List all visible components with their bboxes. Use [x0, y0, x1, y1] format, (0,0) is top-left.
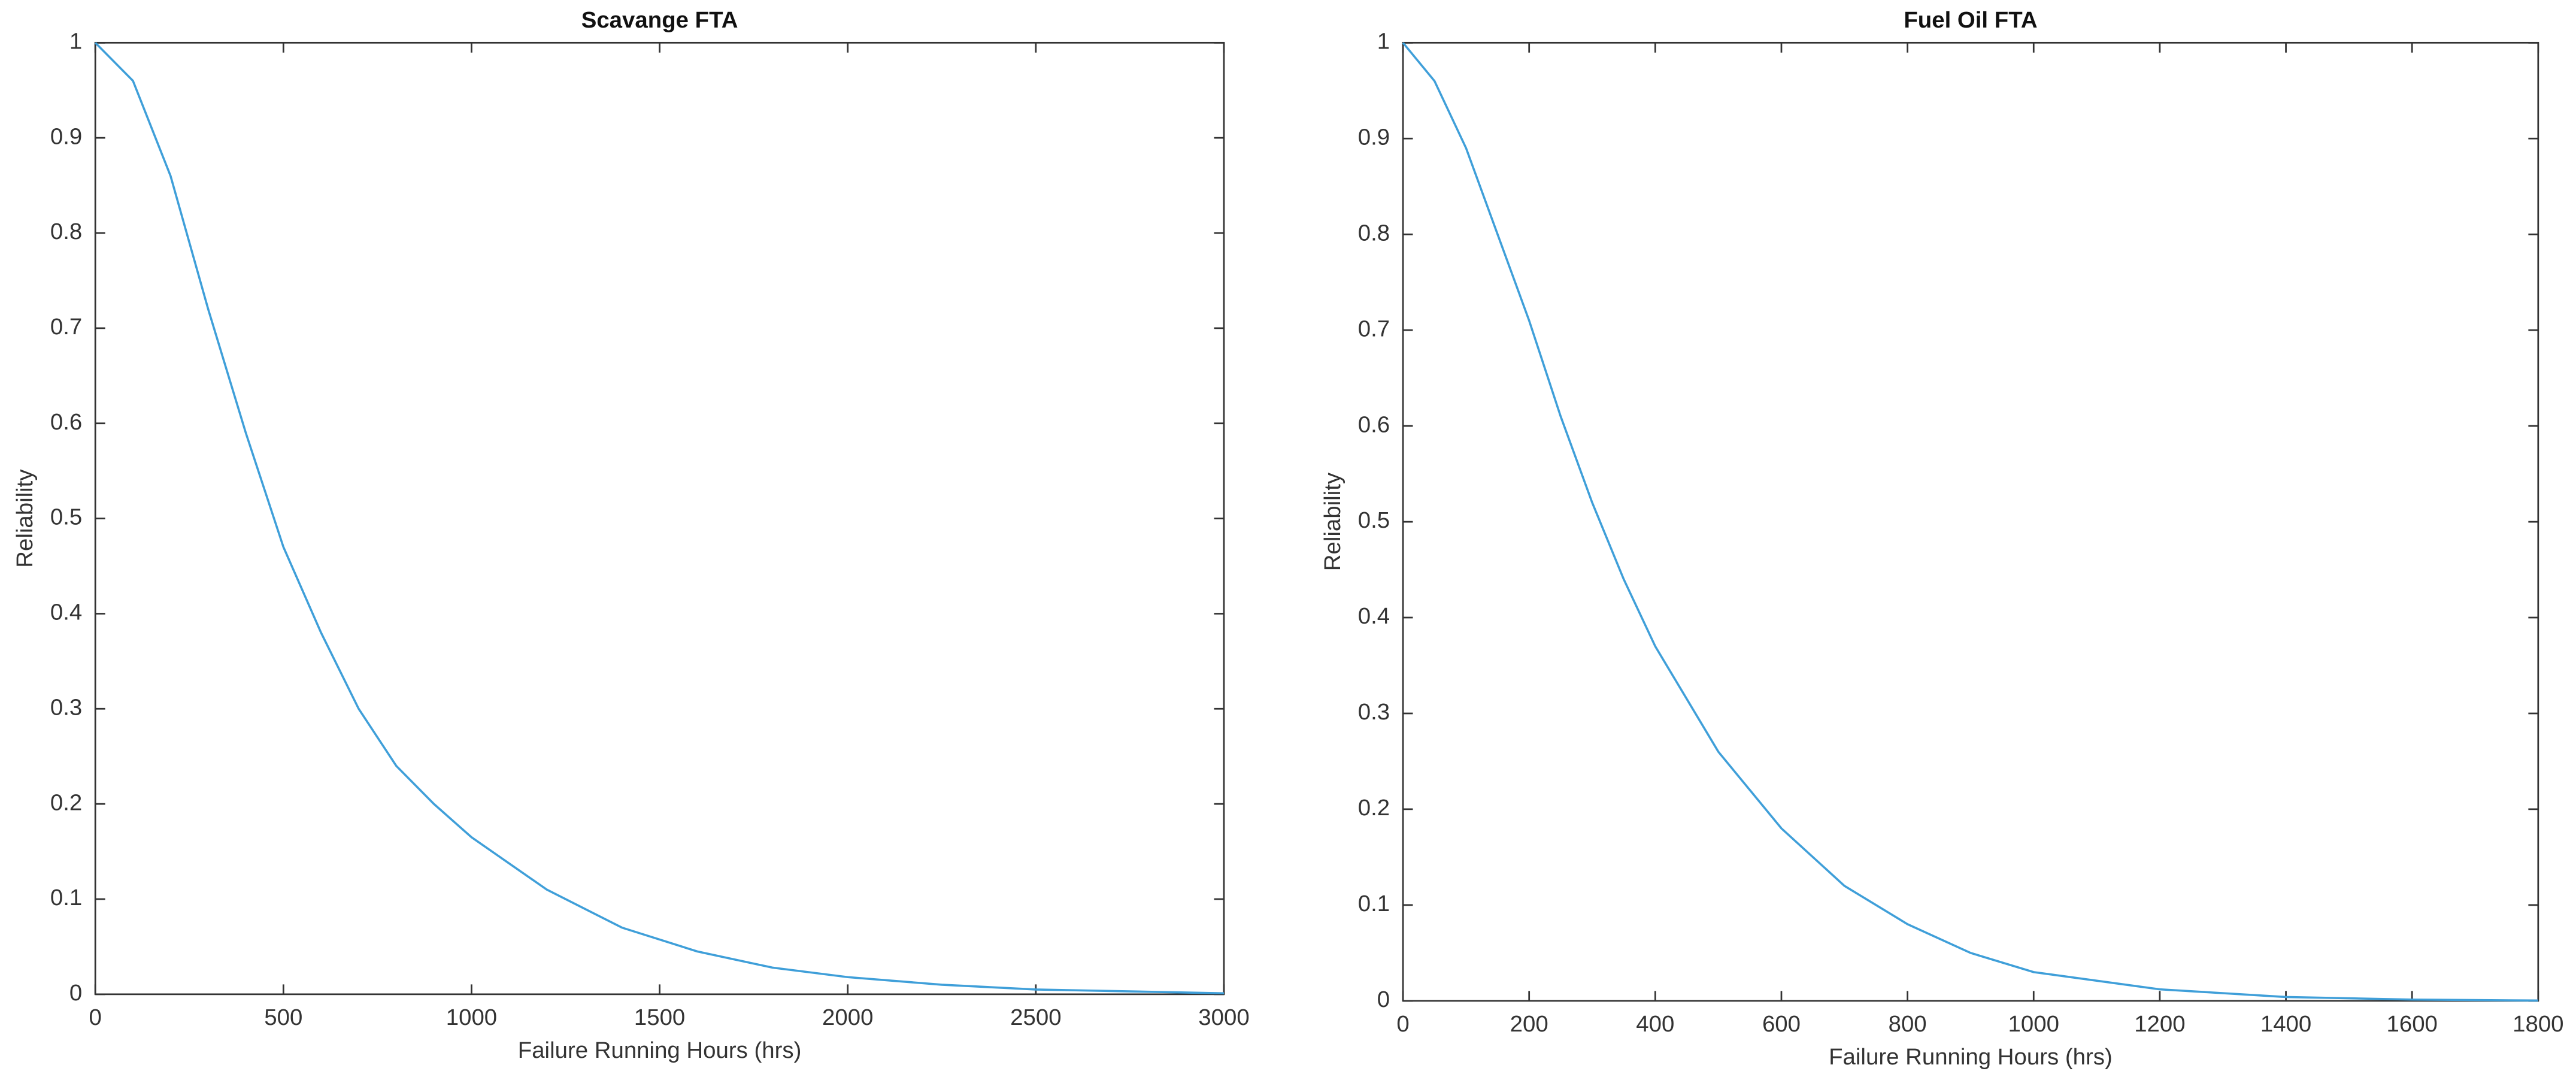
x-tick-label: 0: [1396, 1011, 1409, 1037]
y-tick-label: 0: [69, 980, 82, 1006]
y-tick-label: 0.4: [1358, 603, 1390, 629]
x-tick-label: 500: [264, 1005, 302, 1030]
chart-title: Fuel Oil FTA: [1904, 7, 2037, 33]
y-tick-label: 0.3: [1358, 699, 1390, 725]
x-tick-label: 2500: [1010, 1005, 1061, 1030]
y-tick-label: 1: [1377, 28, 1390, 54]
x-tick-label: 1800: [2513, 1011, 2563, 1037]
x-axis-label: Failure Running Hours (hrs): [518, 1037, 802, 1063]
plot-frame: [1402, 41, 2539, 1002]
x-tick-label: 0: [89, 1005, 102, 1030]
y-tick-label: 0.7: [1358, 316, 1390, 341]
x-tick-label: 400: [1636, 1011, 1674, 1037]
y-tick-label: 0.9: [50, 123, 82, 149]
x-tick-label: 600: [1762, 1011, 1801, 1037]
y-tick-label: 0.4: [50, 600, 82, 625]
y-tick-label: 0.6: [50, 409, 82, 435]
x-tick-label: 2000: [822, 1005, 873, 1030]
line-series: [1402, 42, 2538, 1002]
y-tick-label: 0.3: [50, 694, 82, 720]
y-tick-label: 0.2: [50, 789, 82, 815]
y-tick-label: 0.8: [50, 219, 82, 244]
y-tick-label: 0.7: [50, 314, 82, 340]
x-tick-label: 1600: [2386, 1011, 2437, 1037]
plot-frame: [94, 41, 1225, 996]
y-tick-label: 0.2: [1358, 795, 1390, 821]
x-tick-label: 1200: [2134, 1011, 2185, 1037]
y-tick-label: 0.1: [1358, 891, 1390, 916]
chart-title: Scavange FTA: [581, 7, 738, 33]
line-series: [94, 42, 1225, 995]
x-tick-label: 200: [1510, 1011, 1548, 1037]
y-tick-label: 0.5: [50, 504, 82, 530]
x-tick-label: 3000: [1198, 1005, 1249, 1030]
x-tick-label: 1500: [634, 1005, 685, 1030]
y-tick-label: 1: [69, 28, 82, 54]
x-tick-label: 1000: [446, 1005, 497, 1030]
x-axis-label: Failure Running Hours (hrs): [1829, 1044, 2113, 1070]
y-tick-label: 0.5: [1358, 507, 1390, 533]
y-tick-label: 0.9: [1358, 124, 1390, 150]
x-tick-label: 1400: [2260, 1011, 2311, 1037]
x-tick-label: 1000: [2008, 1011, 2059, 1037]
y-tick-label: 0: [1377, 987, 1390, 1012]
y-axis-label: Reliability: [1320, 472, 1345, 571]
y-axis-label: Reliability: [12, 469, 38, 568]
y-tick-label: 0.1: [50, 885, 82, 910]
y-tick-label: 0.6: [1358, 412, 1390, 437]
y-tick-label: 0.8: [1358, 220, 1390, 246]
x-tick-label: 800: [1889, 1011, 1927, 1037]
